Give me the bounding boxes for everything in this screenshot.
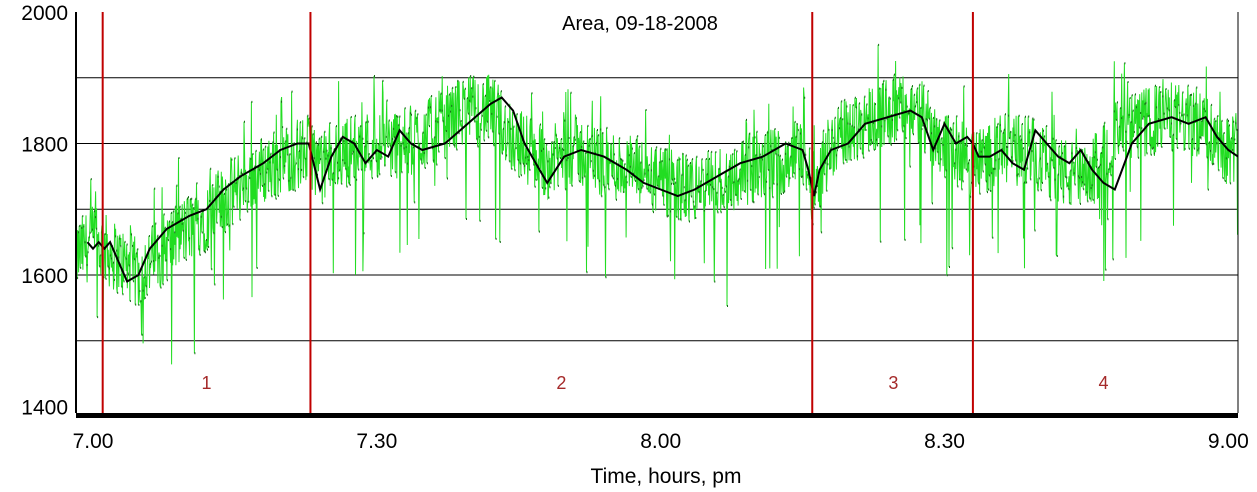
x-axis-title: Time, hours, pm	[591, 465, 742, 488]
phase-label-2: 2	[556, 373, 566, 393]
smoothed-series-line	[86, 96, 1239, 283]
x-axis-line	[76, 413, 1238, 418]
phase-labels: 1 2 3 4	[202, 373, 1109, 393]
plot-background	[76, 12, 1238, 412]
smoothed-data-series	[86, 96, 1239, 283]
x-tick-label-5: 9.00	[1208, 430, 1249, 453]
phase-markers	[101, 12, 974, 413]
title-background	[522, 2, 780, 38]
chart-title: Area, 09-18-2008	[562, 13, 718, 35]
phase-label-3: 3	[888, 373, 898, 393]
axes	[75, 12, 1239, 418]
tick-labels: 7.00 7.30 8.00 8.30 9.00 1400 1600 1800 2000	[21, 2, 1249, 453]
phase-label-4: 4	[1098, 373, 1108, 393]
x-tick-label-1: 7.00	[73, 430, 114, 453]
y-tick-label-3: 1800	[21, 133, 68, 156]
phase-label-1: 1	[202, 373, 212, 393]
x-tick-label-4: 8.30	[924, 430, 965, 453]
y-tick-label-1: 1400	[21, 396, 68, 419]
y-tick-label-2: 1600	[21, 265, 68, 288]
x-tick-label-2: 7.30	[356, 430, 397, 453]
x-tick-label-3: 8.00	[640, 430, 681, 453]
y-tick-label-4: 2000	[21, 2, 68, 25]
